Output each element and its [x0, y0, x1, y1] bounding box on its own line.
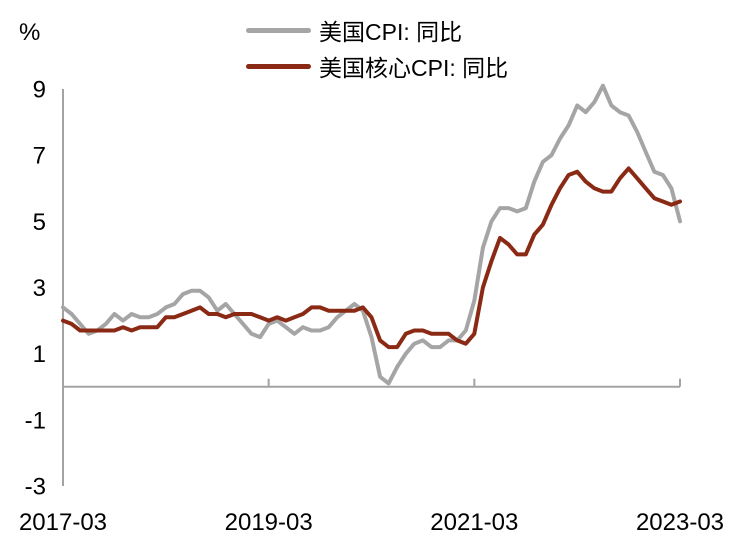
legend-swatch-cpi-icon [246, 27, 311, 33]
x-tick-label-2019-03: 2019-03 [225, 509, 313, 536]
x-tick-label-2023-03: 2023-03 [636, 509, 724, 536]
legend-item-cpi: 美国CPI: 同比 [246, 15, 508, 45]
y-tick-label-5: 5 [33, 209, 46, 236]
y-axis-unit-label: % [19, 19, 41, 46]
legend-label-cpi: 美国CPI: 同比 [319, 19, 463, 45]
series-line-cpi [61, 83, 682, 386]
legend-item-core-cpi: 美国核心CPI: 同比 [246, 51, 508, 81]
legend-label-core-cpi: 美国核心CPI: 同比 [319, 55, 509, 81]
x-tick-label-2021-03: 2021-03 [430, 509, 518, 536]
y-tick-label--3: -3 [25, 474, 46, 501]
series-line-core-cpi [61, 166, 682, 350]
y-tick-label-7: 7 [33, 143, 46, 170]
y-tick-label-3: 3 [33, 275, 46, 302]
y-tick-label-9: 9 [33, 77, 46, 104]
y-tick-label--1: -1 [25, 407, 46, 434]
y-tick-label-1: 1 [33, 341, 46, 368]
x-tick-label-2017-03: 2017-03 [19, 509, 107, 536]
legend-swatch-core-cpi-icon [246, 63, 311, 69]
legend: 美国CPI: 同比 美国核心CPI: 同比 [246, 15, 508, 81]
